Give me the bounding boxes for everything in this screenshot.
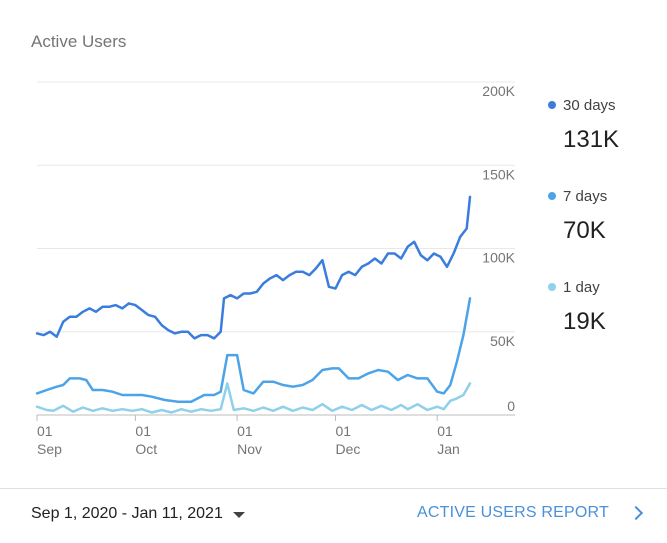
grid-lines [37,81,515,416]
x-tick-month: Oct [135,441,157,457]
series-color-dot [548,283,556,291]
series-line-1-day [35,382,472,414]
active-users-chart: 0 50K 100K 150K 200K 01 Sep 01 Oct 01 Nov 01 Dec 01 J… [35,81,516,457]
y-tick-label: 0 [507,398,515,414]
legend-value: 131K [563,126,620,153]
legend-label: 1 day [563,278,600,296]
x-tick-month: Dec [336,441,361,457]
y-tick-label: 100K [482,250,515,266]
caret-down-icon [232,512,245,518]
footer-divider [0,488,667,489]
x-tick-month: Jan [437,441,460,457]
date-range-label: Sep 1, 2020 - Jan 11, 2021 [31,505,223,522]
y-axis-ticks: 0 50K 100K 150K 200K [482,83,515,414]
x-tick-day: 01 [37,423,53,439]
legend: 30 days 131K 7 days 70K 1 day 19K [548,94,663,367]
legend-label: 30 days [563,96,616,114]
series-lines [35,195,472,414]
x-tick-day: 01 [237,423,253,439]
legend-item-1-day: 1 day 19K [548,276,663,367]
series-line-30-days [35,195,472,340]
x-tick-month: Nov [237,441,262,457]
date-range-selector[interactable]: Sep 1, 2020 - Jan 11, 2021 [31,505,245,523]
x-tick-day: 01 [135,423,151,439]
report-link-label: ACTIVE USERS REPORT [417,504,609,521]
x-tick-month: Sep [37,441,62,457]
legend-value: 19K [563,308,606,335]
series-line-7-days [35,297,472,403]
legend-value: 70K [563,217,606,244]
y-tick-label: 150K [482,166,515,182]
series-color-dot [548,101,556,109]
x-axis-ticks: 01 Sep 01 Oct 01 Nov 01 Dec 01 Jan [36,415,460,457]
card-title: Active Users [31,32,127,51]
x-tick-day: 01 [437,423,453,439]
chevron-right-icon [628,505,644,521]
y-tick-label: 200K [482,83,515,99]
x-tick-day: 01 [336,423,352,439]
legend-item-7-days: 7 days 70K [548,185,663,276]
series-color-dot [548,192,556,200]
legend-item-30-days: 30 days 131K [548,94,663,185]
legend-label: 7 days [563,187,608,205]
y-tick-label: 50K [490,333,516,349]
active-users-report-link[interactable]: ACTIVE USERS REPORT [417,504,644,522]
